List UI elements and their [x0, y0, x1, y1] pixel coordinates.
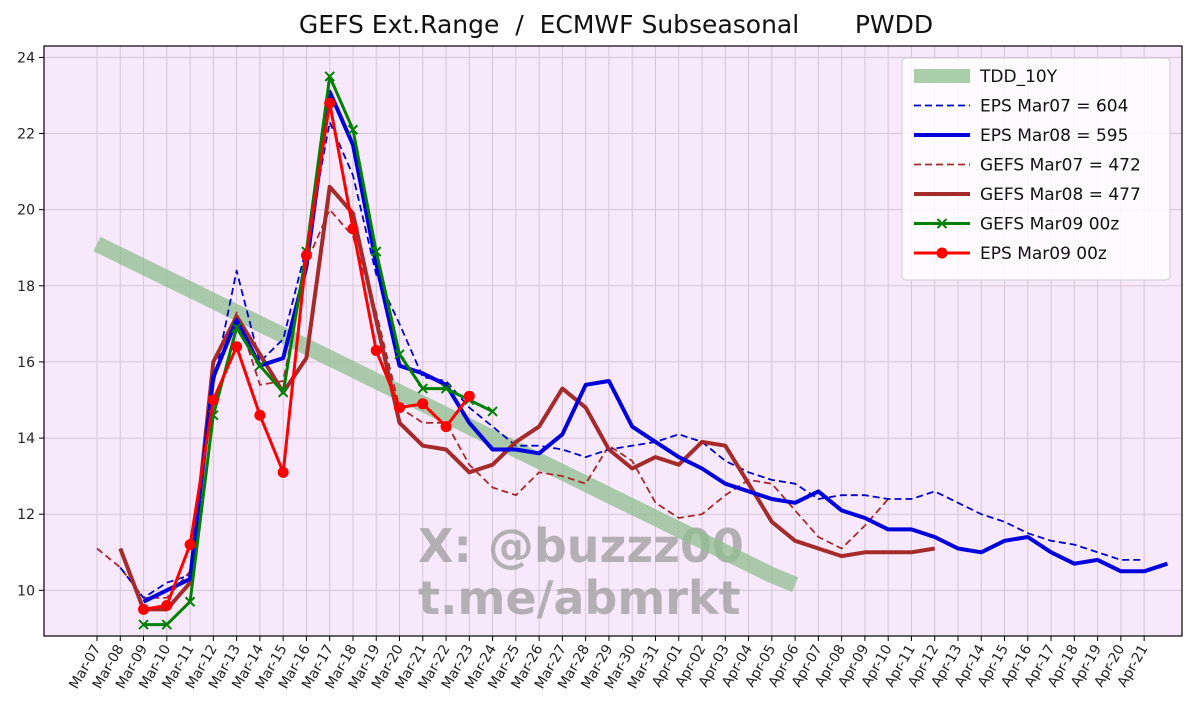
- data-point: [277, 387, 289, 398]
- data-point: [417, 383, 428, 394]
- data-point: [277, 466, 289, 478]
- y-tick-label: 22: [17, 127, 35, 143]
- data-point: [184, 539, 196, 551]
- series-4: [118, 184, 936, 612]
- series-layer: [93, 71, 1169, 630]
- data-point: [138, 603, 150, 615]
- y-tick-label: 12: [17, 507, 35, 523]
- data-point: [138, 619, 149, 630]
- y-tick-label: 24: [17, 50, 35, 66]
- data-point: [231, 322, 242, 333]
- data-point: [347, 223, 359, 235]
- data-point: [463, 390, 475, 402]
- legend-item: EPS Mar07 = 604: [914, 97, 1128, 117]
- data-point: [347, 124, 359, 135]
- data-point: [324, 97, 336, 109]
- watermark: X: @buzzz00 t.me/abmrkt: [418, 519, 744, 625]
- data-point: [161, 600, 173, 612]
- series-line: [118, 184, 936, 612]
- legend-marker: [936, 218, 948, 229]
- y-tick-label: 14: [17, 431, 35, 447]
- legend-item: GEFS Mar09 00z: [914, 215, 1119, 235]
- series-1: [119, 121, 1145, 599]
- data-point: [440, 421, 452, 433]
- y-axis: 10 12 14 16 18 20 22 24: [17, 50, 44, 599]
- legend-item: GEFS Mar08 = 477: [914, 185, 1141, 205]
- data-point: [394, 402, 406, 414]
- watermark-line-2: t.me/abmrkt: [418, 571, 741, 625]
- data-point: [487, 406, 498, 417]
- data-point: [300, 249, 312, 261]
- y-tick-label: 10: [17, 583, 35, 599]
- series-0: [93, 236, 799, 593]
- legend-label: GEFS Mar09 00z: [980, 215, 1119, 235]
- data-point: [184, 596, 196, 607]
- data-point: [207, 394, 219, 406]
- data-point: [417, 398, 429, 410]
- data-point: [394, 349, 405, 360]
- data-point: [370, 345, 382, 357]
- y-tick-label: 20: [17, 203, 35, 219]
- data-point: [161, 619, 173, 630]
- legend-swatch: [914, 69, 970, 83]
- legend: TDD_10Y EPS Mar07 = 604 EPS Mar08 = 595 GEF…: [901, 57, 1171, 281]
- legend-item: EPS Mar08 = 595: [914, 126, 1128, 146]
- y-tick-label: 18: [17, 279, 35, 295]
- data-point: [231, 341, 243, 353]
- legend-marker: [936, 247, 948, 259]
- series-band-tdd: [93, 236, 799, 593]
- legend-label: TDD_10Y: [979, 67, 1058, 87]
- y-tick-label: 16: [17, 355, 35, 371]
- series-line: [143, 75, 494, 627]
- plot-frame: [43, 45, 1183, 637]
- legend-label: EPS Mar08 = 595: [980, 126, 1128, 146]
- legend-item: GEFS Mar07 = 472: [914, 156, 1141, 176]
- legend-label: GEFS Mar08 = 477: [980, 185, 1141, 205]
- series-6: [138, 97, 475, 615]
- legend-item: EPS Mar09 00z: [914, 244, 1107, 264]
- data-point: [371, 246, 382, 257]
- legend-label: GEFS Mar07 = 472: [980, 156, 1141, 176]
- legend-label: EPS Mar09 00z: [980, 244, 1107, 264]
- data-point: [254, 409, 266, 421]
- series-line: [119, 121, 1145, 599]
- data-point: [440, 383, 452, 394]
- data-point: [324, 71, 335, 82]
- legend-label: EPS Mar07 = 604: [980, 97, 1128, 117]
- data-point: [254, 360, 266, 371]
- chart-title: GEFS Ext.Range / ECMWF Subseasonal PWDD: [299, 10, 933, 39]
- legend-item: TDD_10Y: [914, 67, 1058, 87]
